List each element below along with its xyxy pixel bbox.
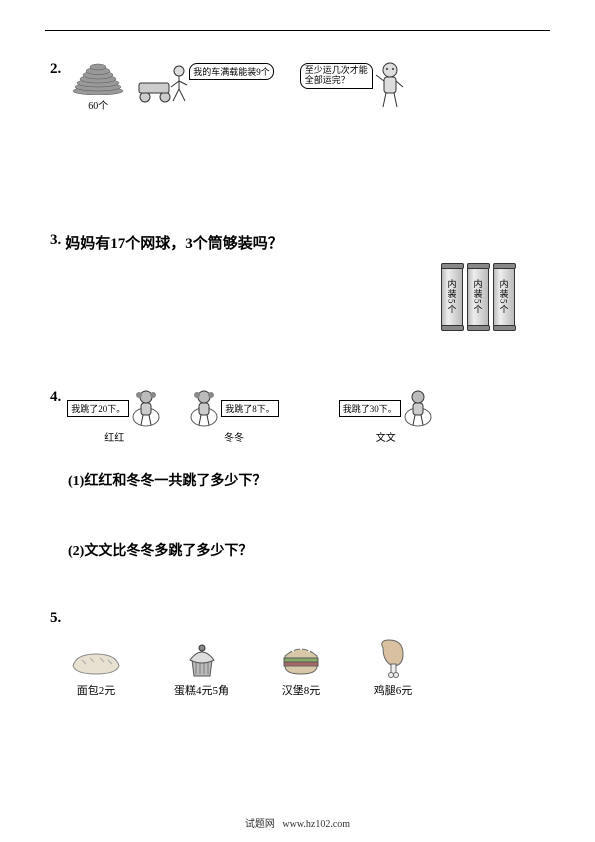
footer-site: 试题网 — [245, 819, 275, 830]
top-rule — [45, 30, 550, 31]
honghong-icon — [131, 389, 161, 427]
burger-item: 汉堡8元 — [279, 640, 323, 698]
q2-illustration: 60个 我的车满载能装9个 至少运几次才能 全部运完？ — [71, 61, 407, 112]
bread-icon — [68, 646, 124, 678]
honghong-name: 红红 — [104, 429, 124, 444]
wenwen-icon — [403, 389, 433, 427]
question-5: 5. 面包2元 蛋糕4元5角 — [50, 610, 545, 698]
brick-pile: 60个 — [71, 61, 125, 112]
cart-person-icon — [133, 61, 191, 103]
ask-line2: 全部运完？ — [305, 75, 350, 85]
question-2: 2. 60个 — [50, 61, 545, 112]
dongdong-group: 我跳了8下。 冬冬 — [189, 389, 279, 444]
cake-icon — [182, 638, 222, 678]
q5-food-row: 面包2元 蛋糕4元5角 汉堡8元 — [68, 636, 545, 698]
wenwen-group: 我跳了30下。 文文 — [339, 389, 433, 444]
bread-item: 面包2元 — [68, 646, 124, 698]
q3-number: 3. — [50, 232, 61, 249]
footer-url: www.hz102.com — [282, 819, 350, 830]
q2-number: 2. — [50, 61, 61, 78]
drumstick-icon — [373, 636, 413, 678]
q3-text: 妈妈有17个网球，3个筒够装吗？ — [65, 236, 283, 252]
q4-illustration: 我跳了20下。 红红 — [67, 389, 433, 444]
can-1: 内装5个 — [441, 265, 463, 329]
honghong-group: 我跳了20下。 红红 — [67, 389, 161, 444]
q2-right-group: 至少运几次才能 全部运完？ — [300, 61, 407, 109]
page-footer: 试题网 www.hz102.com — [0, 815, 595, 830]
pile-count-label: 60个 — [71, 97, 125, 112]
ask-line1: 至少运几次才能 — [305, 65, 368, 75]
drumstick-item: 鸡腿6元 — [373, 636, 413, 698]
can-3: 内装5个 — [493, 265, 515, 329]
dongdong-speech: 我跳了8下。 — [221, 400, 279, 417]
can-2: 内装5个 — [467, 265, 489, 329]
wenwen-speech: 我跳了30下。 — [339, 400, 401, 417]
pile-icon — [71, 61, 125, 95]
can-label: 内装5个 — [498, 279, 511, 315]
q5-number: 5. — [50, 610, 61, 627]
dongdong-icon — [189, 389, 219, 427]
question-3: 3. 妈妈有17个网球，3个筒够装吗？ 内装5个 内装5个 内装5个 — [50, 232, 545, 329]
can-label: 内装5个 — [446, 279, 459, 315]
cart-group: 我的车满载能装9个 — [133, 61, 274, 103]
q4-sub1: (1)红红和冬冬一共跳了多少下？ — [68, 470, 545, 490]
bread-label: 面包2元 — [77, 682, 116, 698]
question-4: 4. 我跳了20下。 红红 — [50, 389, 545, 560]
q4-sub2: (2)文文比冬冬多跳了多少下？ — [68, 540, 545, 560]
burger-icon — [279, 640, 323, 678]
ask-speech: 至少运几次才能 全部运完？ — [300, 63, 373, 89]
drumstick-label: 鸡腿6元 — [374, 682, 413, 698]
honghong-speech: 我跳了20下。 — [67, 400, 129, 417]
wenwen-name: 文文 — [376, 429, 396, 444]
cake-label: 蛋糕4元5角 — [174, 682, 229, 698]
q4-number: 4. — [50, 389, 61, 406]
cake-item: 蛋糕4元5角 — [174, 638, 229, 698]
cart-speech: 我的车满载能装9个 — [189, 63, 274, 80]
kid-icon — [373, 61, 407, 109]
can-label: 内装5个 — [472, 279, 485, 315]
dongdong-name: 冬冬 — [224, 429, 244, 444]
burger-label: 汉堡8元 — [282, 682, 321, 698]
cans-row: 内装5个 内装5个 内装5个 — [50, 265, 515, 329]
